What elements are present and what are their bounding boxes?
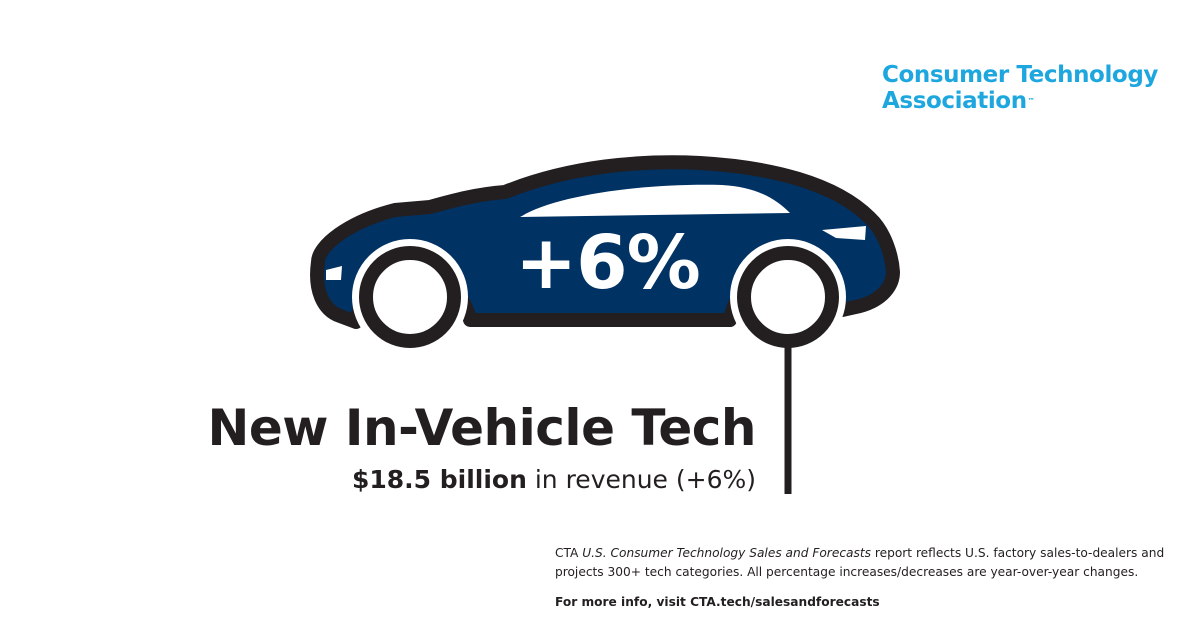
percent-change-label: +6% xyxy=(515,220,701,306)
revenue-value: $18.5 billion xyxy=(351,465,527,494)
cta-logo: Consumer Technology Association™ xyxy=(882,62,1158,114)
revenue-line: $18.5 billion in revenue (+6%) xyxy=(352,464,756,496)
logo-line-2-text: Association xyxy=(882,88,1027,114)
logo-line-2: Association™ xyxy=(882,88,1158,114)
trademark-symbol: ™ xyxy=(1027,97,1035,105)
car-headlight xyxy=(326,266,342,280)
revenue-suffix: in revenue (+6%) xyxy=(534,465,756,494)
headline-title: New In-Vehicle Tech xyxy=(207,399,757,457)
rear-wheel xyxy=(352,239,468,355)
car-tail-light xyxy=(822,226,866,240)
front-wheel xyxy=(730,239,846,355)
more-info-prefix: For more info, visit xyxy=(555,595,691,609)
footnote-prefix: CTA xyxy=(555,546,583,560)
car-window xyxy=(520,184,790,217)
report-footnote: CTA U.S. Consumer Technology Sales and F… xyxy=(555,544,1175,582)
more-info-line: For more info, visit CTA.tech/salesandfo… xyxy=(555,593,880,611)
report-name: U.S. Consumer Technology Sales and Forec… xyxy=(582,546,871,560)
footnote-body: report reflects U.S. factory sales-to-de… xyxy=(555,546,1165,579)
more-info-url[interactable]: CTA.tech/salesandforecasts xyxy=(690,595,880,609)
logo-line-1: Consumer Technology xyxy=(882,62,1158,88)
